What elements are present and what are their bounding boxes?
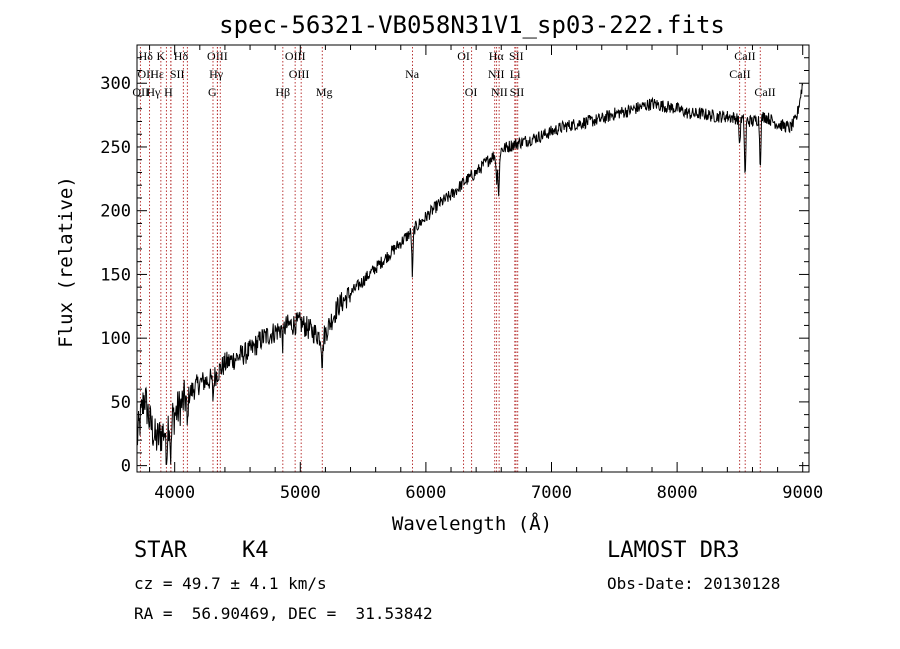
x-axis-label: Wavelength (Å) xyxy=(392,512,552,535)
line-label-16: Li xyxy=(510,67,521,81)
x-tick-label-0: 4000 xyxy=(154,483,195,503)
chart-title: spec-56321-VB058N31V1_sp03-222.fits xyxy=(219,11,725,39)
line-label-2: Hδ xyxy=(174,49,189,63)
y-tick-label-1: 50 xyxy=(111,393,131,413)
line-label-24: OI xyxy=(465,85,478,99)
line-label-26: SII xyxy=(510,85,525,99)
line-label-4: OIII xyxy=(285,49,306,63)
line-label-10: Hε xyxy=(150,67,164,81)
object-class: STAR xyxy=(134,538,187,563)
line-label-20: H xyxy=(164,85,173,99)
line-label-14: Na xyxy=(405,67,420,81)
line-label-22: Hβ xyxy=(275,85,290,99)
coordinates: RA = 56.90469, DEC = 31.53842 xyxy=(134,604,433,623)
x-tick-label-5: 9000 xyxy=(782,483,823,503)
x-tick-label-3: 7000 xyxy=(531,483,572,503)
y-tick-label-0: 0 xyxy=(121,457,131,477)
y-tick-label-6: 300 xyxy=(100,74,131,94)
line-label-23: Mg xyxy=(316,85,333,99)
plot-frame xyxy=(136,44,810,473)
line-label-13: OIII xyxy=(289,67,310,81)
line-label-21: G xyxy=(208,85,217,99)
y-tick-label-4: 200 xyxy=(100,202,131,222)
y-axis-label: Flux (relative) xyxy=(55,176,77,348)
line-label-8: CaII xyxy=(734,49,755,63)
x-tick-label-4: 8000 xyxy=(657,483,698,503)
observation-date: Obs-Date: 20130128 xyxy=(607,574,781,593)
line-label-1: K xyxy=(157,49,166,63)
line-label-11: SII xyxy=(170,67,185,81)
line-label-3: OIII xyxy=(207,49,228,63)
line-label-27: CaII xyxy=(754,85,775,99)
survey-name: LAMOST DR3 xyxy=(607,538,740,563)
x-tick-label-2: 6000 xyxy=(405,483,446,503)
line-label-17: CaII xyxy=(729,67,750,81)
y-tick-label-3: 150 xyxy=(100,265,131,285)
x-tick-label-1: 5000 xyxy=(280,483,321,503)
line-label-6: Hα xyxy=(489,49,505,63)
axes: 4000 5000 6000 7000 8000 9000 0 50 100 150 200 250 3… xyxy=(100,44,823,503)
spectrum-line xyxy=(136,83,804,465)
redshift-cz: cz = 49.7 ± 4.1 km/s xyxy=(134,574,327,593)
line-label-0: Hδ xyxy=(139,49,154,63)
line-label-19: Hγ xyxy=(146,85,161,99)
line-label-5: OI xyxy=(457,49,470,63)
line-label-25: NII xyxy=(491,85,508,99)
line-label-12: Hγ xyxy=(209,67,224,81)
object-subclass: K4 xyxy=(242,538,269,563)
y-tick-label-2: 100 xyxy=(100,329,131,349)
spectrum-series xyxy=(136,83,804,465)
line-label-7: SII xyxy=(509,49,524,63)
y-tick-label-5: 250 xyxy=(100,138,131,158)
line-label-15: NII xyxy=(488,67,505,81)
